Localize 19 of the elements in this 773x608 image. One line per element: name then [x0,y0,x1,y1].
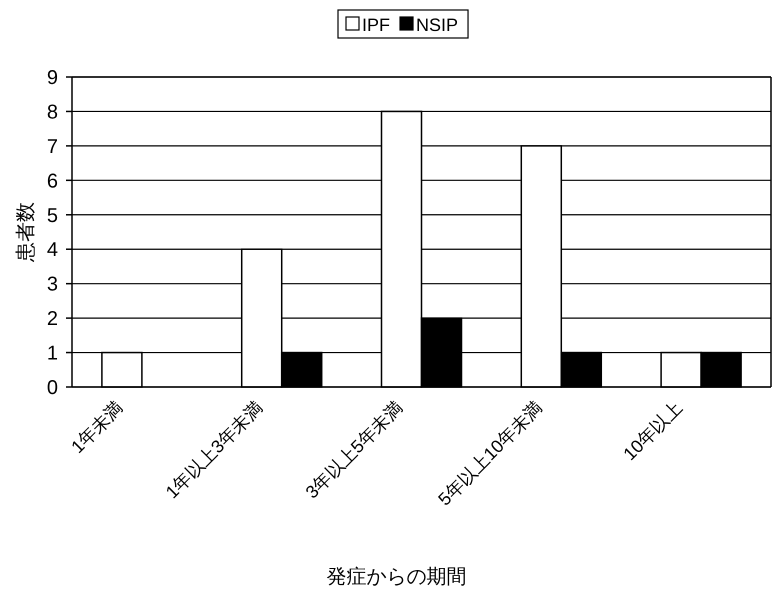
x-axis-title: 発症からの期間 [326,566,466,588]
y-tick-label: 2 [46,308,58,330]
x-tick-label: 10年以上 [619,398,686,464]
y-tick-label: 4 [46,239,58,262]
x-tick-label: 3年以上5年未満 [302,398,406,502]
y-tick-label: 8 [46,101,58,124]
y-tick-label: 9 [46,67,58,89]
x-tick-label: 1年以上3年未満 [162,398,267,502]
y-tick-label: 1 [46,342,58,365]
y-tick-label: 0 [46,377,58,399]
x-tick-label: 1年未満 [67,398,127,458]
y-axis-title: 患者数 [15,202,37,263]
y-tick-label: 7 [46,136,58,158]
y-tick-label: 6 [46,170,58,192]
legend-label: IPF [362,15,390,35]
y-tick-label: 5 [46,204,58,227]
y-tick-label: 3 [46,274,58,296]
x-tick-label: 5年以上10年未満 [434,398,546,510]
legend-label: NSIP [416,15,458,35]
